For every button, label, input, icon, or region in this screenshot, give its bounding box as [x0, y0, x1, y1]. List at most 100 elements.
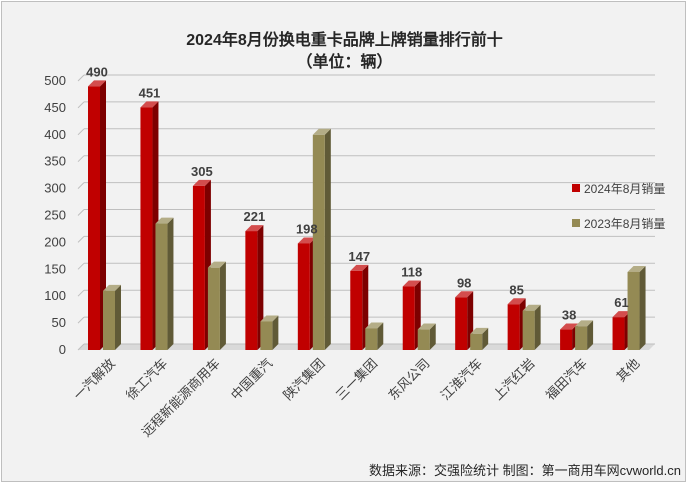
bar-2023 [207, 267, 220, 350]
bar-2023 [103, 290, 115, 350]
legend-label-2023: 2023年8月销量 [584, 217, 665, 231]
gridline-diag [77, 74, 85, 82]
data-source-note: 数据来源：交强险统计 制图：第一商用车网cvworld.cn [368, 463, 681, 478]
gridline-diag [77, 101, 85, 109]
x-tick-label: 陕汽集团 [280, 356, 327, 403]
bar-2024-side [100, 80, 106, 350]
bar-2023 [575, 326, 588, 350]
bar-2024 [297, 243, 310, 350]
y-tick-label: 450 [44, 100, 66, 115]
data-label: 38 [562, 308, 576, 323]
bar-2023-top [207, 261, 226, 268]
bar-2024-top [560, 323, 579, 330]
data-label: 305 [191, 164, 213, 179]
bar-2024 [402, 286, 415, 350]
bar-2023-side [587, 320, 594, 350]
bar-2024 [455, 297, 468, 350]
bar-2023-top [155, 217, 174, 224]
bar-2023-top [312, 128, 331, 135]
bar-2023-side [534, 304, 541, 350]
x-tick-label: 三一集团 [333, 356, 380, 403]
bar-2024-top [612, 311, 631, 318]
data-label: 98 [457, 275, 471, 290]
legend-swatch-2024 [572, 184, 580, 192]
x-tick-label: 福田汽车 [543, 356, 590, 403]
bar-2024 [560, 329, 573, 350]
data-label: 198 [296, 221, 318, 236]
gridline-diag [77, 343, 85, 351]
y-tick-label: 100 [44, 288, 66, 303]
y-tick-label: 0 [59, 342, 66, 357]
y-tick-label: 200 [44, 234, 66, 249]
bar-2024-top [140, 101, 159, 108]
data-label: 451 [139, 85, 161, 100]
bar-2024 [507, 304, 520, 350]
bar-2023-top [470, 327, 489, 334]
data-label: 61 [614, 295, 628, 310]
bar-2023-side [272, 315, 279, 350]
y-tick-label: 400 [44, 127, 66, 142]
y-tick-label: 350 [44, 154, 66, 169]
gridline-diag [77, 182, 85, 189]
y-tick-label: 50 [52, 315, 66, 330]
data-label: 85 [509, 282, 523, 297]
bar-2023-top [575, 320, 594, 327]
bar-2024 [245, 231, 258, 350]
bar-2023-side [219, 261, 226, 350]
bar-2023 [365, 328, 378, 350]
chart-subtitle: （单位：辆） [296, 54, 393, 71]
gridline-diag [77, 262, 85, 270]
chart-title: 2024年8月份换电重卡品牌上牌销量排行前十 [186, 32, 503, 49]
bar-2023 [417, 329, 430, 350]
bar-2024 [140, 107, 153, 350]
y-tick-label: 500 [44, 73, 66, 88]
data-label: 147 [348, 249, 370, 264]
bar-2023-top [365, 322, 384, 329]
y-tick-label: 250 [44, 208, 66, 223]
bar-2023 [522, 310, 535, 350]
x-tick-label: 一汽解放 [71, 356, 118, 403]
bar-2024-top [245, 225, 264, 232]
legend-label-2024: 2024年8月销量 [584, 182, 665, 196]
bar-2023 [470, 333, 483, 350]
bar-2023-side [482, 327, 489, 350]
bar-2023-side [377, 322, 384, 350]
gridline-diag [77, 155, 85, 163]
bar-2023-top [417, 323, 436, 330]
bar-2023 [260, 321, 273, 350]
x-tick-label: 上汽红岩 [490, 356, 537, 403]
bar-2023 [312, 134, 325, 350]
bar-2023-top [103, 284, 121, 291]
bar-2023-side [639, 265, 646, 350]
x-tick-label: 东风公司 [385, 356, 432, 403]
bar-2024 [192, 185, 205, 350]
bar-2024-top [507, 298, 526, 305]
gridline-diag [77, 316, 85, 324]
bar-2024-top [455, 291, 474, 298]
bar-2024-top [350, 264, 369, 271]
bar-2023 [627, 271, 640, 350]
gridline-diag [77, 289, 85, 297]
gridline-diag [77, 128, 85, 136]
data-label: 221 [244, 209, 266, 224]
bar-2023-top [627, 265, 646, 272]
bar-2023-top [260, 315, 279, 322]
bar-2024-top [192, 179, 211, 186]
bar-2023-side [167, 217, 174, 350]
x-tick-label: 江淮汽车 [438, 356, 485, 403]
bar-2023-side [324, 128, 331, 350]
bar-2024-top [88, 80, 106, 87]
bar-2023 [155, 223, 168, 350]
legend-swatch-2023 [572, 219, 580, 227]
gridline-diag [77, 236, 85, 243]
bar-2024 [88, 86, 100, 350]
data-label: 490 [86, 64, 108, 79]
gridline-diag [77, 209, 85, 216]
bar-2023-side [429, 323, 436, 350]
x-tick-label: 中国重汽 [228, 356, 275, 403]
x-tick-label: 徐工汽车 [123, 356, 170, 403]
bar-2024-side [257, 225, 264, 350]
y-tick-label: 300 [44, 181, 66, 196]
bar-2024-top [402, 280, 421, 287]
